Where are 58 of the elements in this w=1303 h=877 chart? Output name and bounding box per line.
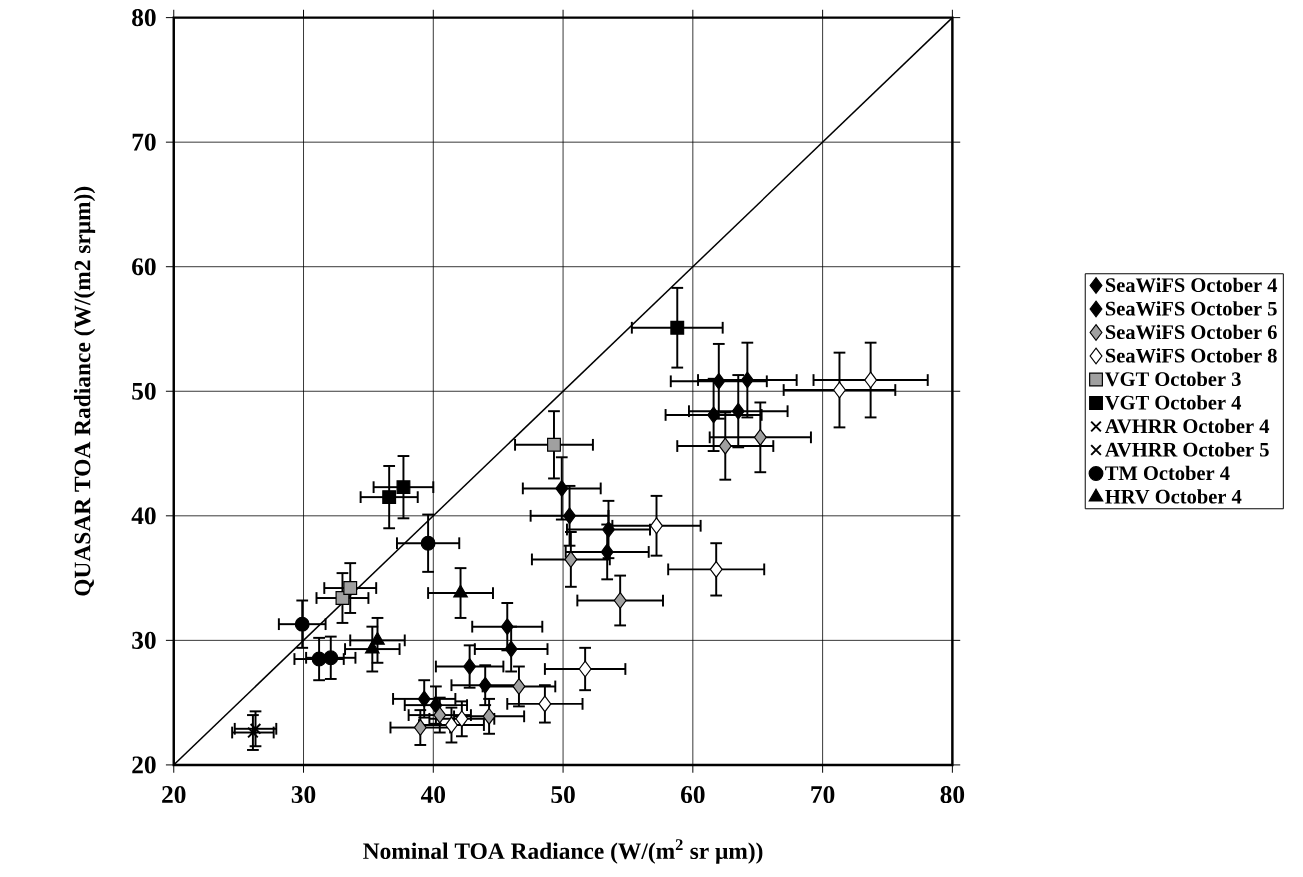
point — [500, 618, 514, 636]
x-tick-label: 70 — [811, 786, 835, 804]
point — [670, 321, 685, 335]
legend-label: SeaWiFS October 8 — [1105, 348, 1277, 363]
point — [650, 517, 663, 535]
point — [323, 650, 339, 666]
x-tick-label: 50 — [551, 786, 575, 804]
point — [478, 676, 492, 694]
point — [753, 429, 767, 446]
y-tick-label: 40 — [131, 507, 156, 525]
point — [294, 616, 310, 632]
point — [864, 371, 878, 389]
point — [718, 437, 732, 455]
y-tick-label: 20 — [132, 756, 156, 774]
point — [578, 660, 592, 678]
legend-label: TM October 4 — [1105, 465, 1230, 481]
y-tick-label: 30 — [132, 632, 156, 650]
legend-label: AVHRR October 5 — [1105, 442, 1269, 457]
legend-label: SeaWiFS October 6 — [1105, 324, 1277, 340]
point — [709, 561, 723, 579]
point — [707, 406, 721, 424]
point — [504, 640, 518, 658]
legend-label: SeaWiFS October 5 — [1105, 301, 1277, 316]
x-tick-label: 80 — [940, 786, 965, 804]
point — [833, 381, 846, 399]
point — [343, 581, 358, 596]
point — [512, 678, 526, 696]
point — [382, 490, 397, 505]
point — [740, 371, 754, 389]
x-axis-title: Nominal TOA Radiance (W/(m$^{2}$ sr μm)) — [363, 839, 763, 865]
legend-label: VGT October 3 — [1105, 371, 1241, 387]
point — [538, 695, 552, 713]
point — [396, 480, 411, 495]
point — [555, 480, 569, 498]
legend-label: HRV October 4 — [1105, 489, 1242, 504]
point — [613, 592, 627, 610]
legend-label: AVHRR October 4 — [1105, 418, 1270, 434]
x-tick-label: 60 — [681, 786, 705, 804]
y-tick-label: 60 — [132, 258, 156, 276]
y-tick-label: 50 — [132, 382, 156, 401]
point — [420, 535, 436, 551]
point — [463, 658, 477, 676]
x-tick-label: 20 — [162, 786, 186, 804]
point — [547, 438, 561, 452]
point — [731, 402, 745, 420]
legend-label: SeaWiFS October 4 — [1105, 277, 1278, 293]
point — [712, 373, 726, 390]
x-tick-label: 40 — [420, 786, 446, 804]
y-axis-title: QUASAR TOA Radiance (W/(m2 srμm)) — [73, 187, 96, 596]
x-tick-label: 30 — [291, 786, 316, 804]
point — [482, 708, 496, 725]
point — [417, 690, 431, 708]
point — [564, 551, 578, 569]
y-tick-label: 80 — [132, 9, 156, 27]
point — [370, 632, 385, 646]
y-tick-label: 70 — [132, 133, 156, 151]
point — [563, 507, 577, 525]
legend-label: VGT October 4 — [1105, 395, 1242, 410]
